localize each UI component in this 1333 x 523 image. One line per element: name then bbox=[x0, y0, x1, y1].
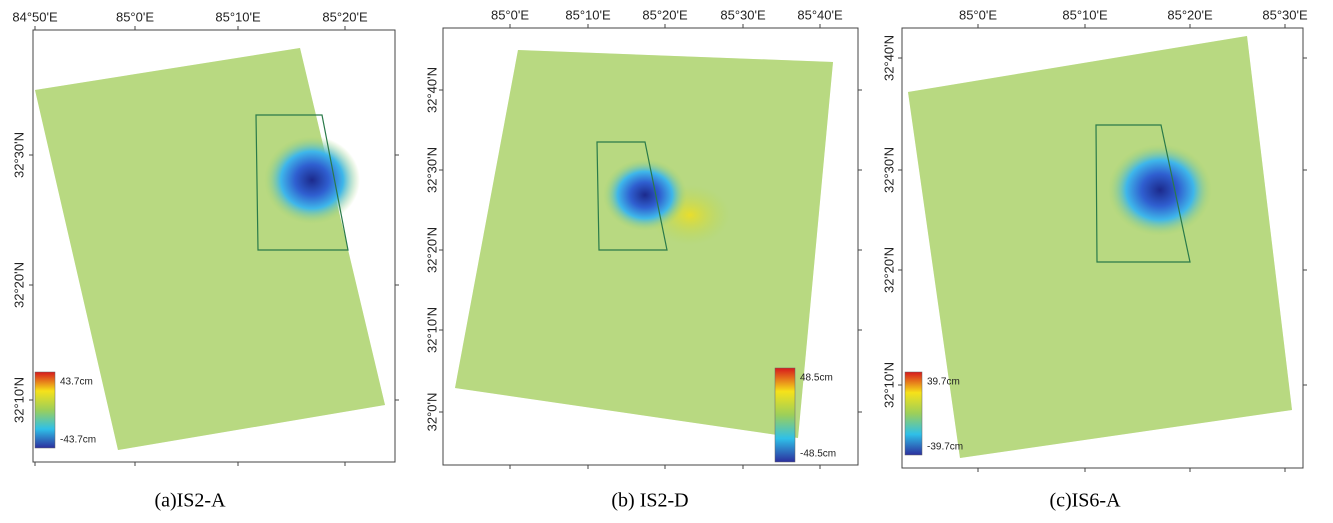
subsidence bbox=[264, 136, 360, 224]
colorbar-min: -43.7cm bbox=[60, 435, 96, 446]
lat-label: 32°30'N bbox=[881, 147, 896, 193]
map-panel: 85°0'E 85°10'E 85°20'E 85°30'E 32°40'N 32°30'… bbox=[881, 7, 1308, 511]
lat-label: 32°10'N bbox=[11, 377, 26, 423]
lat-label: 32°40'N bbox=[881, 35, 896, 81]
swath bbox=[908, 36, 1292, 458]
lat-label: 32°0'N bbox=[424, 393, 439, 432]
colorbar-max: 48.5cm bbox=[800, 373, 833, 384]
fault-box bbox=[1095, 124, 1191, 263]
lon-label: 85°30'E bbox=[720, 7, 766, 22]
caption: (a)IS2-A bbox=[154, 490, 226, 512]
map-panel: 84°50'E 85°0'E 85°10'E 85°20'E 32°30'N 32°20'… bbox=[11, 9, 399, 512]
colorbar-max: 39.7cm bbox=[927, 377, 960, 388]
lat-label: 32°30'N bbox=[424, 147, 439, 193]
colorbar-min: -39.7cm bbox=[927, 442, 963, 453]
caption: (c)IS6-A bbox=[1049, 490, 1121, 512]
swath-texture bbox=[455, 50, 833, 438]
panels: 84°50'E 85°0'E 85°10'E 85°20'E 32°30'N 32°20'… bbox=[11, 7, 1308, 511]
colorbar bbox=[904, 371, 923, 456]
lon-label: 85°10'E bbox=[565, 7, 611, 22]
fault-box bbox=[596, 141, 668, 251]
lon-label: 85°20'E bbox=[322, 9, 368, 24]
lat-label: 32°20'N bbox=[424, 227, 439, 273]
colorbar-max: 43.7cm bbox=[60, 377, 93, 388]
lon-label: 85°40'E bbox=[797, 7, 843, 22]
lon-label: 84°50'E bbox=[12, 9, 58, 24]
subsidence bbox=[603, 159, 687, 231]
colorbar-min: -48.5cm bbox=[800, 449, 836, 460]
subsidence bbox=[1108, 144, 1212, 236]
swath bbox=[455, 50, 833, 438]
caption: (b) IS2-D bbox=[611, 490, 688, 512]
fault-box bbox=[255, 114, 349, 251]
colorbar bbox=[774, 367, 796, 463]
lat-label: 32°40'N bbox=[424, 67, 439, 113]
lon-label: 85°20'E bbox=[642, 7, 688, 22]
lat-label: 32°10'N bbox=[881, 362, 896, 408]
lat-label: 32°30'N bbox=[11, 132, 26, 178]
lon-label: 85°10'E bbox=[215, 9, 261, 24]
lat-label: 32°20'N bbox=[881, 247, 896, 293]
swath-texture bbox=[908, 36, 1292, 458]
lon-label: 85°0'E bbox=[116, 9, 154, 24]
lon-label: 85°20'E bbox=[1167, 7, 1213, 22]
colorbar bbox=[34, 371, 56, 449]
lon-label: 85°0'E bbox=[959, 7, 997, 22]
lat-label: 32°20'N bbox=[11, 262, 26, 308]
lat-label: 32°10'N bbox=[424, 307, 439, 353]
map-panel: 85°0'E 85°10'E 85°20'E 85°30'E 85°40'E 32°40'… bbox=[424, 7, 862, 512]
lon-label: 85°10'E bbox=[1062, 7, 1108, 22]
lon-label: 85°0'E bbox=[491, 7, 529, 22]
lon-label: 85°30'E bbox=[1262, 7, 1308, 22]
